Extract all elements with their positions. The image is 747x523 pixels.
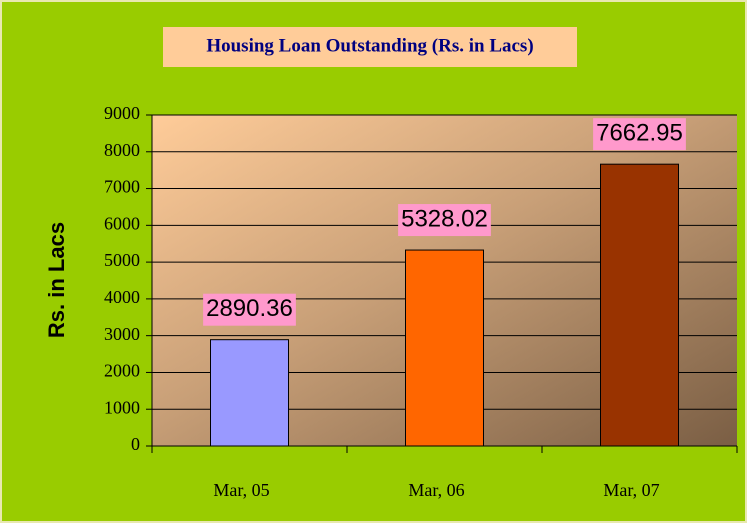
x-tick-label: Mar, 07 [603,480,659,500]
y-tick-label: 3000 [104,324,140,344]
data-label-box [203,293,296,326]
y-tick-label: 4000 [104,287,140,307]
title-box [163,27,577,67]
data-label: 2890.36 [206,295,293,322]
y-tick-label: 9000 [104,103,140,123]
y-tick-label: 1000 [104,397,140,417]
data-label: 7662.95 [596,120,683,147]
y-tick-label: 0 [131,434,140,454]
bar [600,163,679,447]
bar [210,339,289,447]
x-tick-label: Mar, 05 [213,480,269,500]
data-label-box [398,204,491,237]
y-tick-label: 6000 [104,213,140,233]
data-label: 5328.02 [401,205,488,232]
data-label-box [593,118,686,151]
y-tick-label: 5000 [104,250,140,270]
x-tick-label: Mar, 06 [408,480,464,500]
y-tick-label: 2000 [104,361,140,381]
chart-title: Housing Loan Outstanding (Rs. in Lacs) [206,35,533,56]
bar [405,249,484,447]
y-axis-label: Rs. in Lacs [44,222,69,338]
y-tick-label: 8000 [104,140,140,160]
y-tick-label: 7000 [104,177,140,197]
